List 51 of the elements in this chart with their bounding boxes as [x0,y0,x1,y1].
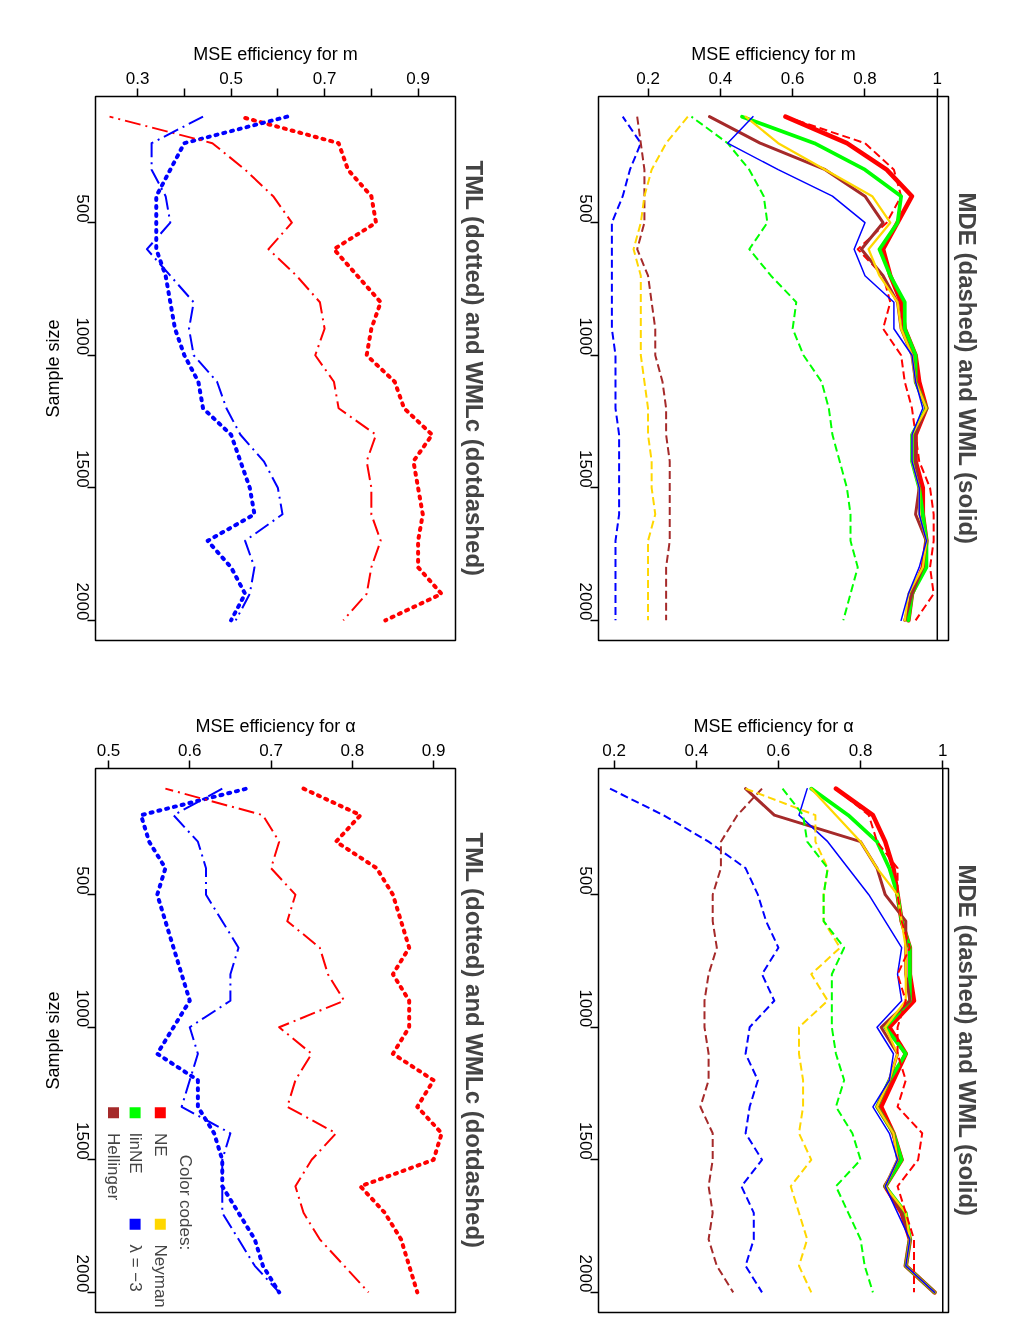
x-tick-label: 0.9 [421,740,446,760]
legend-label: linNE [125,1132,145,1174]
text: MDE (dashed) and WML (solid) [953,864,981,1217]
x-tick-label: 1 [938,740,948,760]
x-tick-label: 0.9 [406,68,430,88]
text: TML (dotted) and WMLc (dotdashed) [460,832,488,1249]
y-tick-label: 1500 [575,449,595,488]
y-tick-label: 1500 [72,449,92,488]
x-axis-title: MSE efficiency for α [195,715,356,736]
y-tick-label: 1000 [575,989,595,1028]
x-axis-title: MSE efficiency for α [693,715,854,736]
x-tick-label: 0.4 [708,68,733,88]
y-tick-label: 2000 [575,1254,595,1293]
x-tick-label: 0.6 [766,740,791,760]
legend-label: NE [150,1132,170,1157]
x-tick-label: 0.7 [259,740,283,760]
x-tick-label: 0.7 [312,68,337,88]
x-tick-label: 0.8 [853,68,877,88]
legend-label: Neyman [150,1244,170,1308]
x-tick-label: 0.8 [848,740,873,760]
y-tick-label: 2000 [72,582,92,621]
text: MDE (dashed) and WML (solid) [953,192,981,545]
y-tick-label: 2000 [72,1254,92,1293]
y-tick-label: 1500 [72,1121,92,1160]
y-tick-label: 1000 [575,317,595,356]
x-tick-label: 0.5 [219,68,243,88]
x-tick-label: 0.6 [780,68,805,88]
y-tick-label: 500 [575,194,595,223]
y-axis-title: Sample size [42,991,63,1090]
y-tick-label: 2000 [575,582,595,621]
x-tick-label: 0.5 [96,740,121,760]
y-axis-title: Sample size [42,319,63,418]
y-tick-label: 1000 [72,989,92,1028]
text: TML (dotted) and WMLc (dotdashed) [460,160,488,577]
legend-title: Color codes: [176,1154,195,1251]
y-tick-label: 500 [72,866,92,895]
x-tick-label: 0.4 [684,740,709,760]
x-tick-label: 0.2 [602,740,626,760]
x-axis-title: MSE efficiency for m [691,43,856,64]
x-axis-title: MSE efficiency for m [193,43,358,64]
y-tick-label: 1500 [575,1121,595,1160]
y-tick-label: 500 [575,866,595,895]
y-tick-label: 1000 [72,317,92,356]
legend-label: Hellinger [104,1132,123,1201]
legend-label: λ = −3 [125,1244,145,1292]
x-tick-label: 0.3 [125,68,150,88]
x-tick-label: 0.6 [177,740,202,760]
x-tick-label: 0.2 [636,68,660,88]
x-tick-label: 0.8 [340,740,365,760]
y-tick-label: 500 [72,194,92,223]
x-tick-label: 1 [932,68,943,88]
